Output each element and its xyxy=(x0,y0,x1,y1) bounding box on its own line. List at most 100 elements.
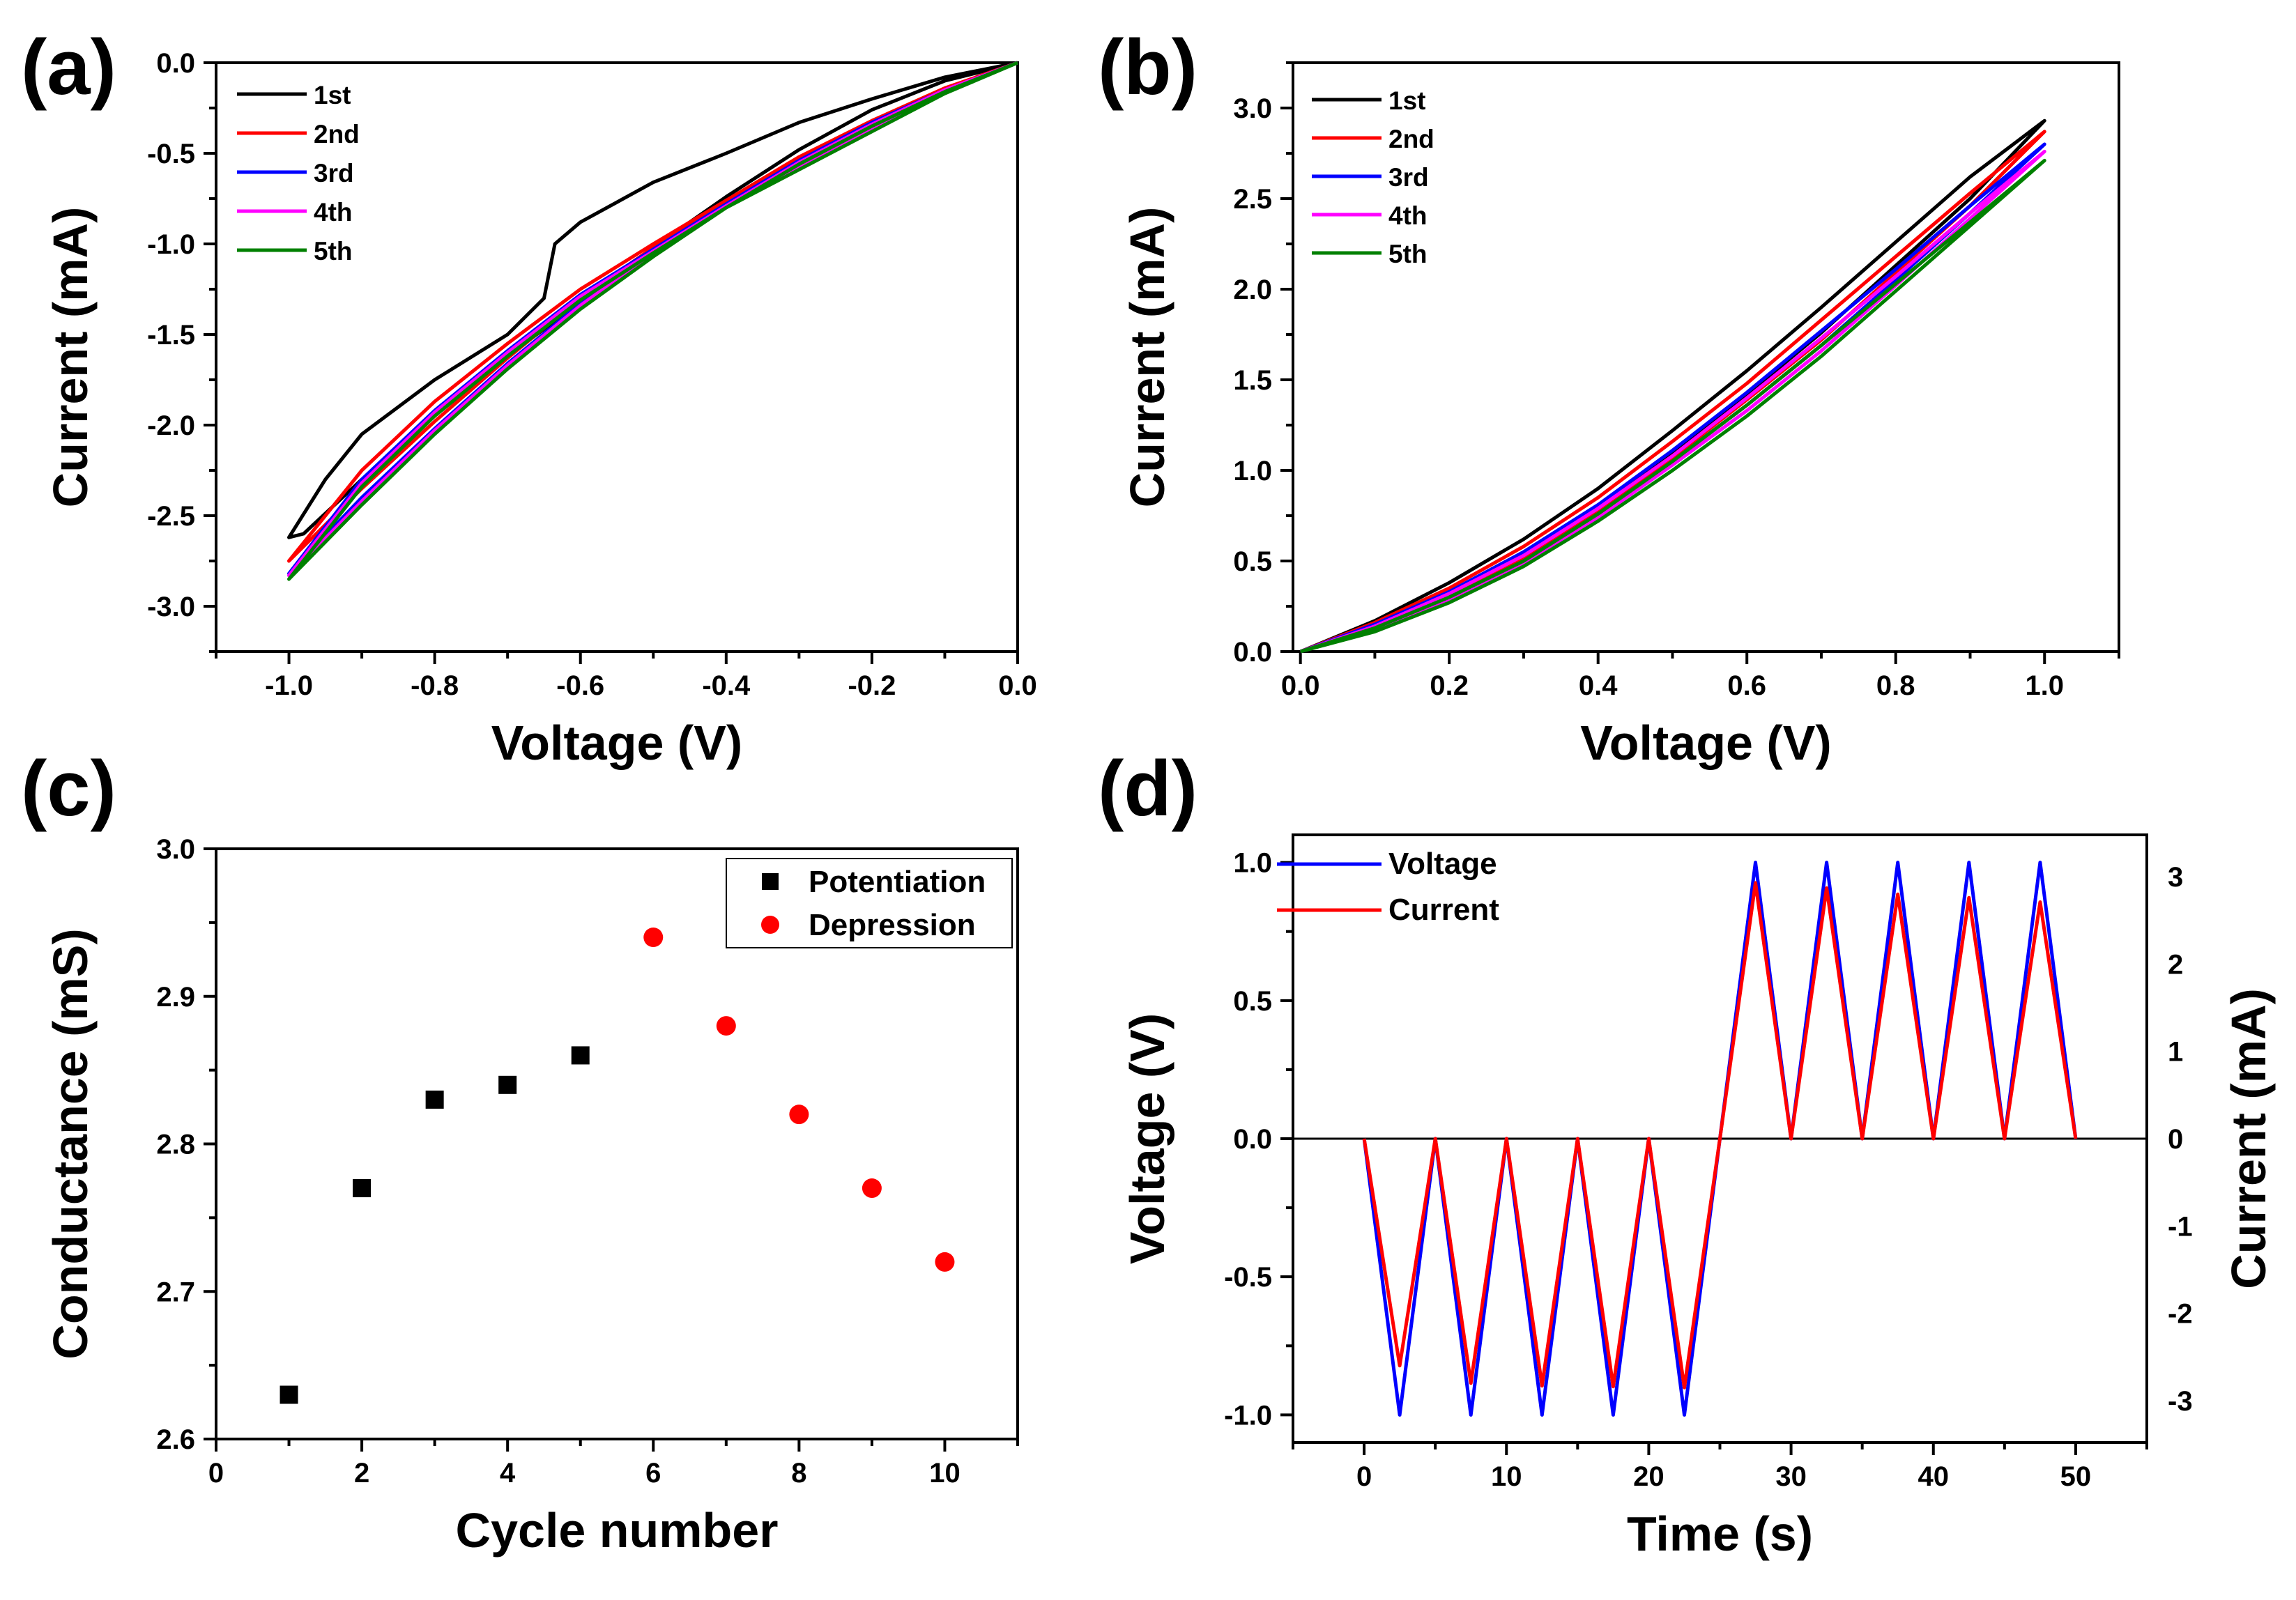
x-tick-label: 0.4 xyxy=(1579,670,1618,701)
x-tick-label: 10 xyxy=(1491,1461,1522,1492)
y-tick-label: 2.8 xyxy=(156,1130,195,1160)
chart-a: -1.0 -0.8 -0.6 -0.4 -0.2 0.0 0.0 -0.5 -1.0 -1.5 -2… xyxy=(43,48,1037,770)
y-tick-label: 0.0 xyxy=(156,48,195,79)
y-tick-label: -2.5 xyxy=(147,501,195,532)
data-point-potentiation xyxy=(571,1046,590,1065)
panel-label-a: (a) xyxy=(21,24,116,111)
y-tick-label: 2.7 xyxy=(156,1277,195,1307)
y-axis-title: Voltage (V) xyxy=(1120,1013,1174,1264)
data-point-potentiation xyxy=(353,1179,372,1198)
y2-tick-label: -3 xyxy=(2168,1386,2193,1417)
x-axis-title: Voltage (V) xyxy=(1580,716,1831,770)
x-tick-label: 0.0 xyxy=(1281,670,1320,701)
y-tick-label: -1.5 xyxy=(147,320,195,351)
y2-tick-label: -1 xyxy=(2168,1211,2193,1242)
x-tick-label: 0.6 xyxy=(1727,670,1766,701)
y-tick-label: 3.0 xyxy=(156,834,195,865)
data-point-potentiation xyxy=(498,1075,517,1094)
y-tick-label: 0.0 xyxy=(1233,1124,1272,1155)
panel-label-c: (c) xyxy=(21,745,116,832)
x-tick-label: 30 xyxy=(1775,1461,1807,1492)
x-tick-label: 6 xyxy=(645,1458,661,1489)
series-line-5th xyxy=(1299,158,2046,654)
legend-label: 5th xyxy=(314,237,353,266)
y-tick-label: 0.5 xyxy=(1233,986,1272,1017)
y-tick-label: 2.6 xyxy=(156,1424,195,1455)
data-point-depression xyxy=(643,928,664,948)
y2-tick-label: -2 xyxy=(2168,1299,2193,1330)
legend-label: 1st xyxy=(314,81,351,109)
x-tick-label: 0 xyxy=(1356,1461,1372,1492)
data-point-depression xyxy=(716,1016,736,1036)
y-tick-label: 1.0 xyxy=(1233,848,1272,879)
x-axis-title: Voltage (V) xyxy=(491,716,742,770)
x-tick-label: 0 xyxy=(208,1458,224,1489)
x-tick-label: -0.4 xyxy=(702,670,751,701)
y-axis-title: Current (mA) xyxy=(1120,207,1174,508)
series-line-3rd xyxy=(287,61,1018,576)
y-tick-label: 0.5 xyxy=(1233,546,1272,577)
y-tick-label: -1.0 xyxy=(1224,1400,1272,1431)
legend-label: 1st xyxy=(1388,86,1425,115)
legend-label: Depression xyxy=(809,908,976,942)
y-axis-title: Conductance (mS) xyxy=(43,928,98,1359)
x-tick-label: 0.0 xyxy=(998,670,1037,701)
chart-d: 0 10 20 30 40 501.00.50.0-0.5-1.03210-1-2-3Ti… xyxy=(1120,833,2276,1561)
y-tick-label: -2.0 xyxy=(147,410,195,441)
series-line-1st xyxy=(287,61,1018,539)
chart-c: 0 2 4 6 8 10 2.6 2.7 2.8 2.9 3.0 Cycle number Conduc… xyxy=(43,834,1019,1557)
plot-frame-a xyxy=(215,61,1019,653)
y-tick-label: 1.5 xyxy=(1233,365,1272,396)
series-line-1st xyxy=(1299,118,2046,654)
y-axis-title: Current (mA) xyxy=(43,207,98,508)
x-tick-label: 0.2 xyxy=(1430,670,1469,701)
legend-label: Potentiation xyxy=(809,865,986,899)
legend-label: 4th xyxy=(1388,201,1428,230)
x-tick-label: 1.0 xyxy=(2025,670,2064,701)
x-tick-label: 40 xyxy=(1918,1461,1950,1492)
x-tick-label: -0.2 xyxy=(848,670,896,701)
data-point-depression xyxy=(862,1178,882,1199)
y-tick-label: 2.9 xyxy=(156,982,195,1013)
x-tick-label: 50 xyxy=(2060,1461,2092,1492)
y2-tick-label: 3 xyxy=(2168,862,2183,893)
x-tick-label: 8 xyxy=(791,1458,806,1489)
x-tick-label: -0.6 xyxy=(556,670,604,701)
y-tick-label: -0.5 xyxy=(147,139,195,169)
panel-label-b: (b) xyxy=(1098,24,1197,111)
y-tick-label: 2.5 xyxy=(1233,184,1272,215)
legend-marker-depression xyxy=(761,916,779,934)
series-line-5th xyxy=(287,61,1018,581)
y2-tick-label: 1 xyxy=(2168,1037,2183,1068)
x-tick-label: 2 xyxy=(354,1458,369,1489)
y2-axis-title: Current (mA) xyxy=(2221,988,2276,1289)
y-tick-label: 1.0 xyxy=(1233,456,1272,486)
x-tick-label: 0.8 xyxy=(1876,670,1915,701)
data-point-potentiation xyxy=(425,1090,444,1109)
x-tick-label: 10 xyxy=(929,1458,961,1489)
legend-label: 2nd xyxy=(314,120,360,148)
x-tick-label: 20 xyxy=(1633,1461,1664,1492)
y-tick-label: -1.0 xyxy=(147,229,195,260)
y-tick-label: -3.0 xyxy=(147,592,195,622)
plot-frame-b xyxy=(1292,61,2120,653)
legend-label: Voltage xyxy=(1388,847,1497,881)
legend-label: 2nd xyxy=(1388,125,1434,153)
legend-label: 3rd xyxy=(1388,163,1429,192)
y-tick-label: 2.0 xyxy=(1233,275,1272,305)
chart-b: 0.0 0.2 0.4 0.6 0.8 1.0 0.0 0.5 1.0 1.5 2.0 2.5 3.0 V… xyxy=(1120,61,2120,770)
legend-marker-potentiation xyxy=(762,873,779,890)
y-tick-label: 0.0 xyxy=(1233,637,1272,668)
x-tick-label: 4 xyxy=(500,1458,516,1489)
legend-label: 5th xyxy=(1388,240,1428,268)
x-tick-label: -1.0 xyxy=(265,670,313,701)
series-line-current xyxy=(1362,881,2078,1390)
series-line-4th xyxy=(1299,149,2046,654)
x-axis-title: Cycle number xyxy=(456,1503,779,1557)
y-tick-label: -0.5 xyxy=(1224,1262,1272,1293)
data-point-potentiation xyxy=(280,1385,298,1404)
legend-label: 3rd xyxy=(314,159,354,187)
y2-tick-label: 2 xyxy=(2168,949,2183,980)
x-tick-label: -0.8 xyxy=(411,670,459,701)
